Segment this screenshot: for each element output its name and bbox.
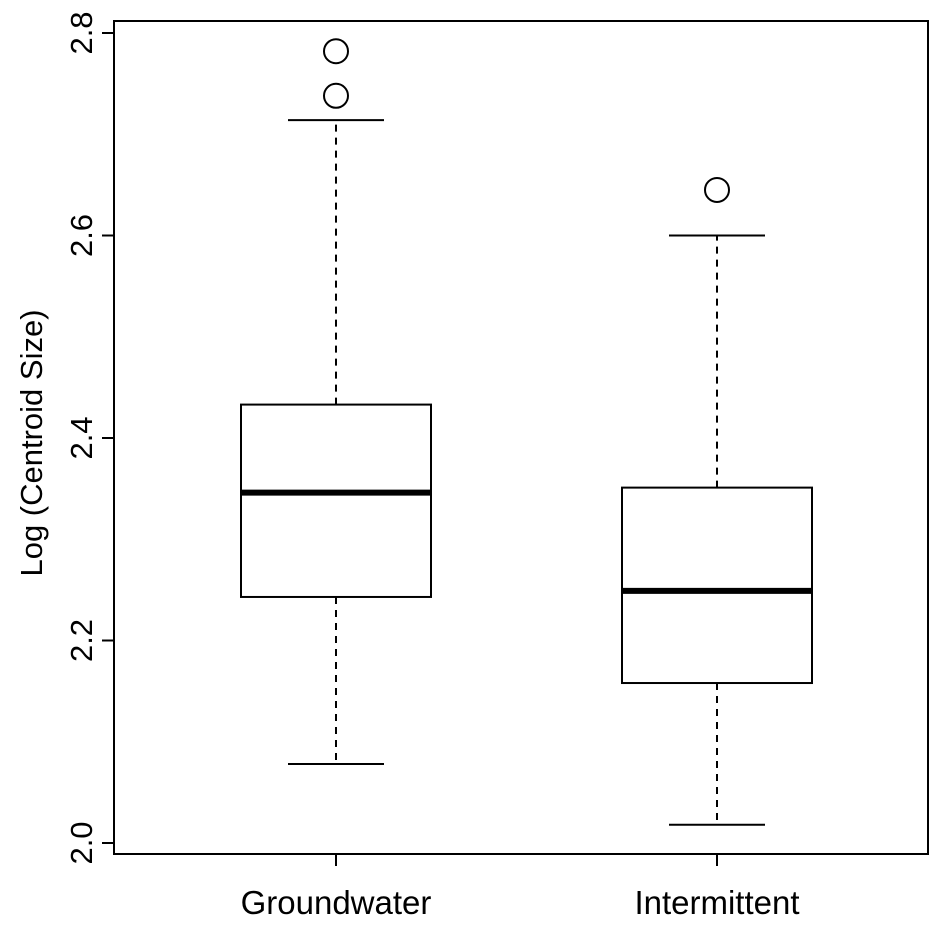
y-tick-label: 2.6 [64, 214, 99, 257]
y-tick-label: 2.2 [64, 619, 99, 662]
box-groundwater [240, 38, 432, 766]
x-category-label: Intermittent [634, 884, 799, 921]
iqr-box [621, 486, 813, 685]
y-tick-label: 2.4 [64, 416, 99, 459]
y-tick-label: 2.8 [64, 11, 99, 54]
box-intermittent [621, 176, 813, 826]
plot-frame [113, 20, 929, 855]
boxes [240, 38, 813, 826]
y-axis-label: Log (Centroid Size) [14, 309, 49, 576]
x-category-label: Groundwater [241, 884, 432, 921]
outlier-point [323, 38, 349, 65]
iqr-box [240, 403, 432, 598]
x-axis: Groundwater Intermittent [241, 854, 800, 921]
y-axis: 2.0 2.2 2.4 2.6 2.8 [64, 11, 114, 865]
outlier-point [704, 176, 730, 203]
outlier-point [323, 82, 349, 109]
y-tick-label: 2.0 [64, 821, 99, 864]
